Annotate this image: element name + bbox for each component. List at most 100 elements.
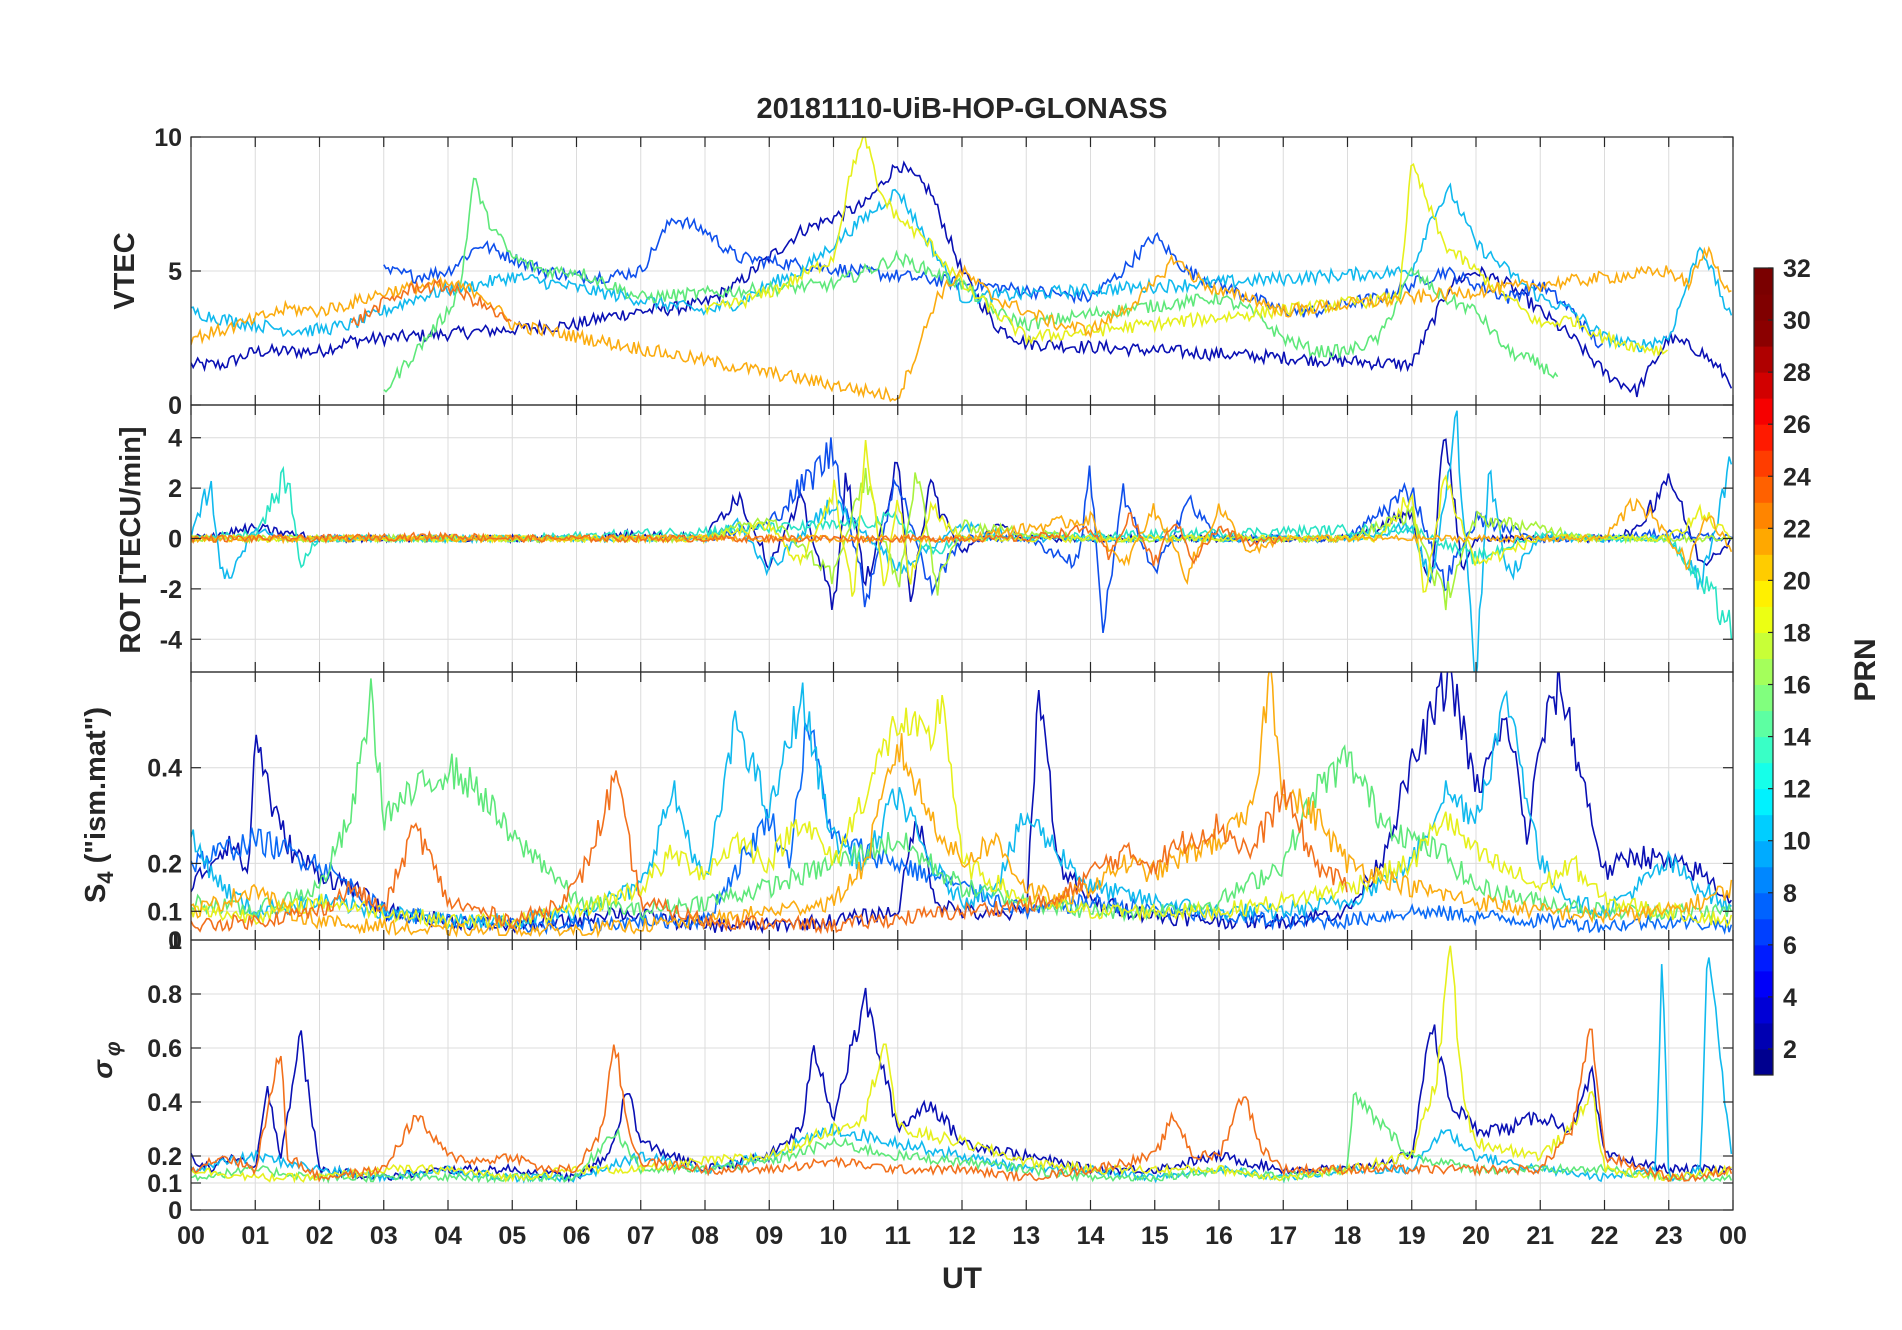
x-tick-label: 12 [948,1222,976,1250]
x-tick-label: 02 [306,1222,334,1250]
y-tick-label: 10 [154,124,182,152]
y-tick-label: 0.6 [147,1035,182,1063]
sigma-phi-y-label: σφ [87,1041,125,1079]
x-tick-label: 00 [1719,1222,1747,1250]
x-tick-label: 11 [885,1222,912,1250]
s4-y-label-sub: 4 [93,871,118,884]
colorbar-tick-label: 18 [1783,619,1811,647]
x-tick-label: 03 [370,1222,398,1250]
series-line-prn-19 [704,137,1669,357]
s4-y-label-rest: ("ism.mat") [80,707,112,871]
colorbar-tick-label: 28 [1783,359,1811,387]
colorbar-segment [1754,502,1773,529]
colorbar-label: PRN [1849,638,1882,701]
x-tick-label: 16 [1205,1222,1233,1250]
y-tick-label: -2 [160,576,182,604]
x-tick-label: 00 [177,1222,205,1250]
colorbar-segment [1754,762,1773,790]
y-tick-label: 0 [168,1197,182,1225]
colorbar-segment [1754,658,1773,686]
colorbar-tick-label: 16 [1783,672,1811,700]
x-tick-label: 06 [563,1222,591,1250]
x-tick-label: 04 [434,1222,462,1250]
s4-y-label: S4 ("ism.mat") [80,707,118,903]
colorbar-tick-label: 24 [1783,463,1811,491]
x-tick-label: 15 [1141,1222,1169,1250]
y-tick-label-top: 1 [168,927,182,955]
series-line-prn-2 [191,160,1733,398]
colorbar-tick-label: 26 [1783,411,1811,439]
x-tick-label: 09 [755,1222,783,1250]
y-tick-label: 2 [168,475,182,503]
colorbar-segment [1754,866,1773,894]
series-line-prn-19 [191,945,1732,1184]
series-line-prn-6 [383,216,1604,349]
sigma-phi-y-label-main: σ [87,1059,118,1079]
x-tick-label: 20 [1462,1222,1490,1250]
colorbar-tick-label: 12 [1783,776,1811,804]
colorbar-segment [1754,528,1773,555]
y-tick-label: 0 [168,526,182,554]
colorbar-segment [1754,1022,1773,1050]
colorbar-tick-label: 4 [1783,984,1797,1012]
colorbar-segment [1754,944,1773,972]
y-tick-label: 4 [168,425,182,453]
colorbar-tick-label: 22 [1783,515,1811,543]
x-tick-label: 21 [1526,1222,1554,1250]
series-line-prn-19 [191,694,1733,930]
series-line-prn-11 [191,182,1733,353]
x-tick-label: 23 [1655,1222,1683,1250]
x-tick-label: 17 [1269,1222,1297,1250]
colorbar-segment [1754,684,1773,712]
colorbar-segment [1754,918,1773,946]
rot-panel: -4 -2 0 2 4 [160,404,1734,673]
x-tick-label: 01 [241,1222,269,1250]
vtec-y-label: VTEC [109,232,141,309]
colorbar-segment [1754,840,1773,868]
colorbar-segment [1754,398,1773,425]
y-tick-label: 0.2 [147,1143,182,1171]
colorbar-segment [1754,268,1773,295]
x-tick-label: 18 [1334,1222,1362,1250]
colorbar-segment [1754,1048,1773,1076]
colorbar-segment [1754,372,1773,399]
figure-title: 20181110-UiB-HOP-GLONASS [757,93,1168,125]
colorbar-box [1753,267,1774,1076]
series-line-prn-22 [191,245,1732,403]
colorbar-tick-label: 6 [1783,932,1797,960]
colorbar-segment [1754,294,1773,321]
x-tick-label: 19 [1398,1222,1426,1250]
series-line-prn-24 [191,511,1283,567]
colorbar-segment [1754,970,1773,998]
x-tick-label: 07 [627,1222,655,1250]
x-tick-label: 13 [1012,1222,1040,1250]
series-line-prn-16 [383,177,1559,393]
series-line-prn-16 [191,1091,1733,1184]
colorbar-segment [1754,476,1773,503]
y-tick-label-top: 0 [168,927,182,955]
series-line-prn-16 [191,678,1733,923]
x-tick-label: 05 [498,1222,526,1250]
s4-panel: 0.1 0.2 0.4 [147,671,1734,941]
colorbar-segment [1754,710,1773,738]
colorbar-segment [1754,606,1773,633]
colorbar-tick-label: 10 [1783,828,1811,856]
colorbar-segment [1754,996,1773,1024]
series-line-prn-24 [350,278,512,327]
colorbar-segment [1754,892,1773,920]
s4-y-label-main: S [80,884,112,903]
x-tick-label: 22 [1591,1222,1619,1250]
y-tick-label: 0.1 [147,1170,182,1198]
series-line-prn-7 [191,722,1733,936]
sigma-phi-y-label-sub: φ [102,1041,125,1056]
colorbar-segment [1754,736,1773,764]
x-tick-label: 10 [820,1222,848,1250]
y-tick-label: 0.4 [147,755,182,783]
y-tick-label: 0.4 [147,1089,182,1117]
y-tick-label: 0.1 [147,898,182,926]
colorbar-segment [1754,788,1773,816]
x-axis-label: UT [942,1262,982,1295]
